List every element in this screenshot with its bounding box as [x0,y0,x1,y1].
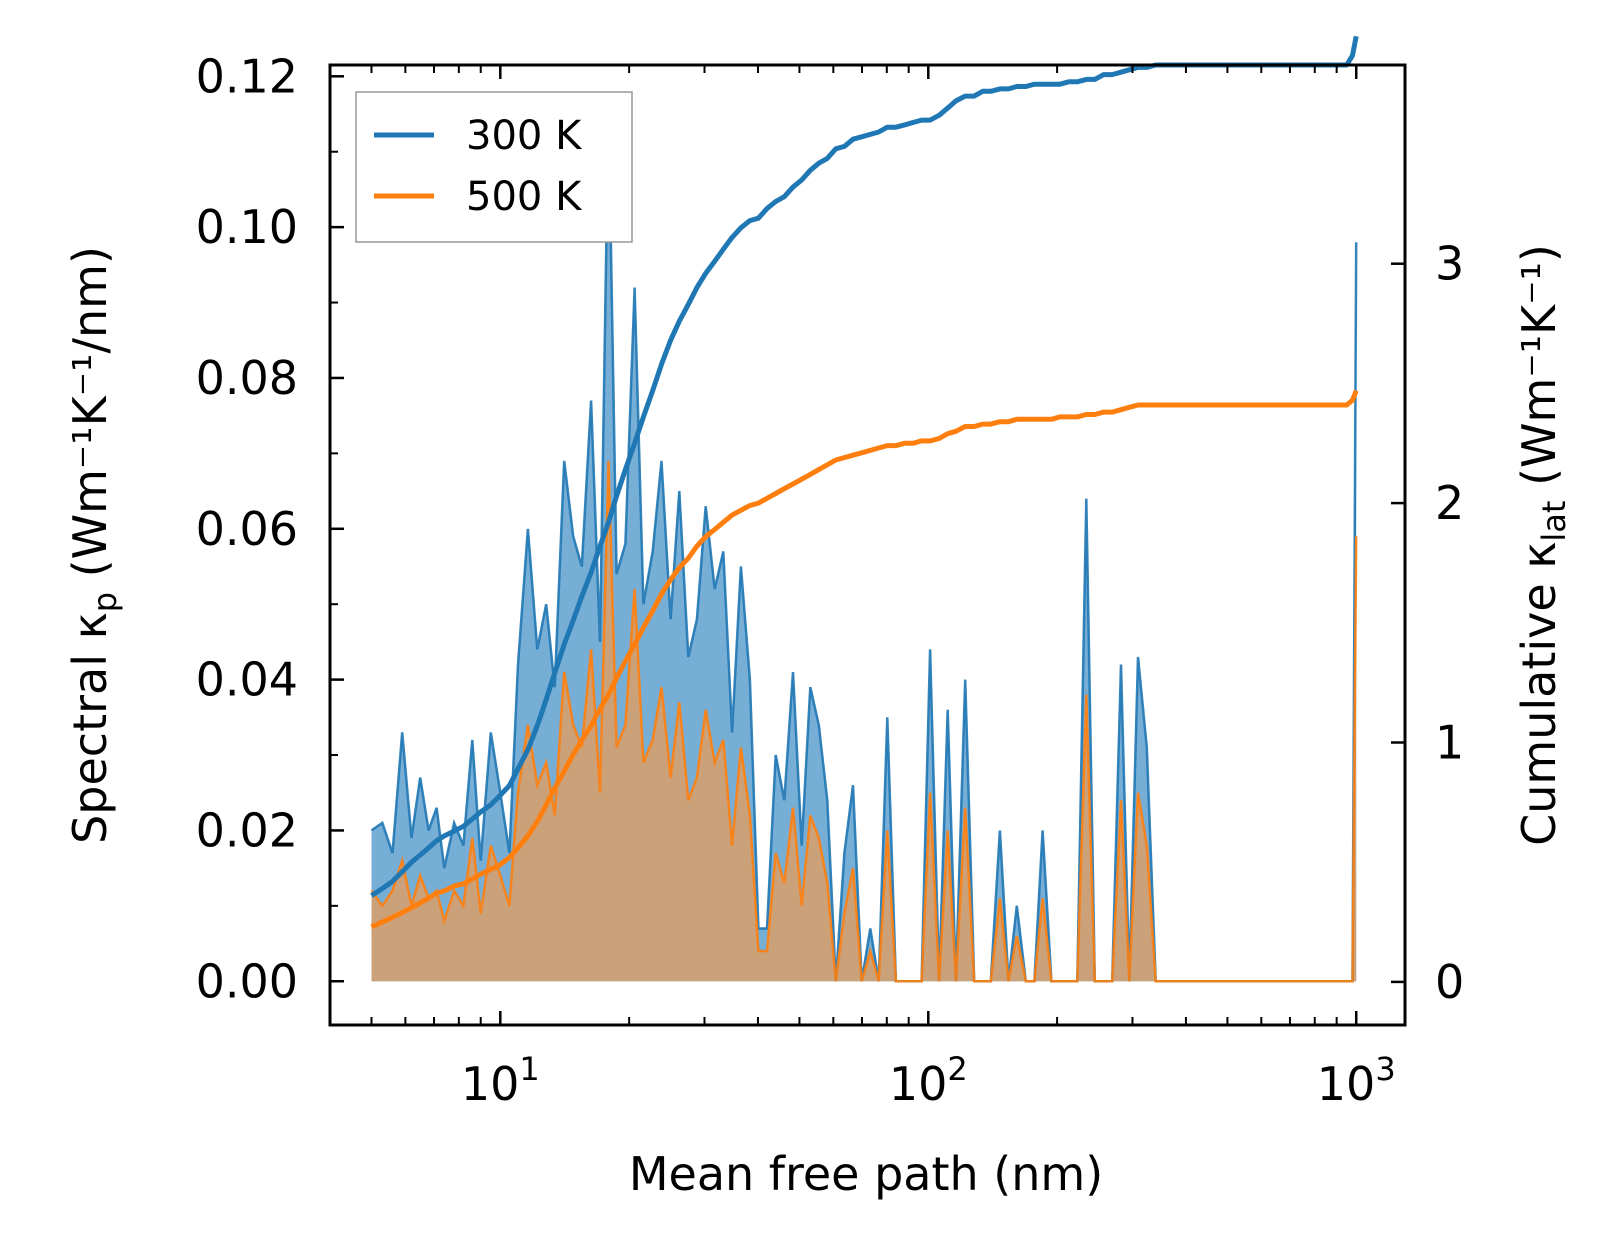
spectral-fill-500k [371,460,1357,982]
x-tick-base: 10 [889,1057,948,1111]
x-tick-exponent: 1 [519,1050,539,1088]
x-tick-base: 10 [1317,1057,1376,1111]
y-left-tick-label: 0.04 [196,653,298,707]
y-left-tick-label: 0.06 [196,502,298,556]
y-axis-right-title: Cumulative κlat (Wm⁻¹K⁻¹) [1512,244,1573,846]
legend: 300 K 500 K [355,91,633,243]
axis-ticks: 101 102 1030.000.020.040.060.080.100.12012… [196,49,1465,1111]
legend-label-500k: 500 K [466,174,583,220]
x-tick-exponent: 2 [947,1050,967,1088]
axes-frame [328,63,1407,1027]
x-tick-label: 101 [461,1050,540,1111]
y-right-tick-label: 0 [1435,955,1464,1009]
y-right-tick-label: 1 [1435,716,1464,770]
cumulative-line-500k [370,389,1359,930]
spectral-fills [371,106,1357,982]
y-right-title-sub: lat [1535,501,1573,542]
x-axis-title: Mean free path (nm) [629,1147,1103,1201]
y-axis-left-title: Spectral κp (Wm⁻¹K⁻¹/nm) [63,246,124,844]
spectral-lines [370,106,1358,983]
cumulative-lines [370,35,1359,930]
y-right-title-main: Cumulative κ [1512,542,1566,846]
y-left-tick-label: 0.08 [196,351,298,405]
legend-label-300k: 300 K [466,113,583,159]
y-left-tick-label: 0.00 [196,954,298,1008]
x-tick-exponent: 3 [1375,1050,1395,1088]
x-tick-label: 103 [1317,1050,1396,1111]
y-left-tick-label: 0.02 [196,803,298,857]
y-left-tick-label: 0.12 [196,49,298,103]
y-left-title-unit: (Wm⁻¹K⁻¹/nm) [63,246,117,577]
cumulative-line-300k [370,35,1359,898]
y-left-title-main: Spectral κ [63,612,117,844]
x-tick-base: 10 [461,1057,520,1111]
y-left-title-spacer [63,577,117,592]
spectral-line-500k [370,460,1358,983]
legend-frame [355,91,633,243]
y-right-tick-label: 2 [1435,476,1464,530]
x-tick-label: 102 [889,1050,968,1111]
spectral-line-300k [370,106,1358,983]
y-left-tick-label: 0.10 [196,200,298,254]
y-right-title-spacer [1512,486,1566,501]
y-left-title-sub: p [86,592,124,612]
y-right-title-unit: (Wm⁻¹K⁻¹) [1512,244,1566,486]
plot-frame [328,63,1407,1027]
y-right-tick-label: 3 [1435,237,1464,291]
